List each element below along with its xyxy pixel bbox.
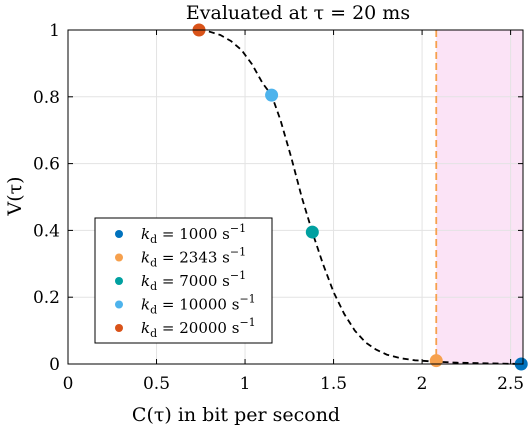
legend-marker <box>115 277 123 285</box>
legend-label: kd = 2343 s−1 <box>141 246 246 270</box>
shaded-region <box>436 30 523 364</box>
legend: kd = 1000 s−1kd = 2343 s−1kd = 7000 s−1k… <box>94 217 273 344</box>
x-tick-label: 0 <box>63 374 74 394</box>
legend-label: kd = 7000 s−1 <box>141 269 246 293</box>
legend-label: kd = 1000 s−1 <box>141 222 246 246</box>
legend-label: kd = 10000 s−1 <box>141 293 256 317</box>
y-tick-label: 0.6 <box>33 155 60 175</box>
legend-box <box>94 217 273 344</box>
x-axis-label: C(τ) in bit per second <box>132 404 340 426</box>
plot-frame <box>67 29 524 365</box>
y-tick-label: 0.8 <box>33 88 60 108</box>
x-tick-label: 1 <box>240 374 251 394</box>
x-tick-label: 2 <box>417 374 428 394</box>
data-point <box>265 88 279 102</box>
legend-marker <box>115 230 123 238</box>
legend-marker <box>115 324 123 332</box>
data-point <box>305 225 319 239</box>
y-axis-label: V(τ) <box>4 176 26 216</box>
y-tick-label: 0.4 <box>33 221 60 241</box>
y-tick-label: 0.2 <box>33 288 60 308</box>
x-axis-ticks: 0 0.5 1 1.5 2 2.5 <box>63 30 524 394</box>
y-tick-label: 1 <box>49 21 60 41</box>
x-tick-label: 2.5 <box>497 374 524 394</box>
y-axis-ticks: 0 0.2 0.4 0.6 0.8 1 <box>33 21 523 375</box>
x-tick-label: 1.5 <box>320 374 347 394</box>
legend-marker <box>115 253 123 262</box>
fit-curve <box>198 29 522 365</box>
legend-label: kd = 20000 s−1 <box>141 316 256 340</box>
y-tick-label: 0 <box>49 355 60 375</box>
data-point <box>429 354 443 368</box>
x-tick-label: 0.5 <box>143 374 170 394</box>
chart-title: Evaluated at τ = 20 ms <box>186 2 410 24</box>
legend-marker <box>115 300 123 309</box>
